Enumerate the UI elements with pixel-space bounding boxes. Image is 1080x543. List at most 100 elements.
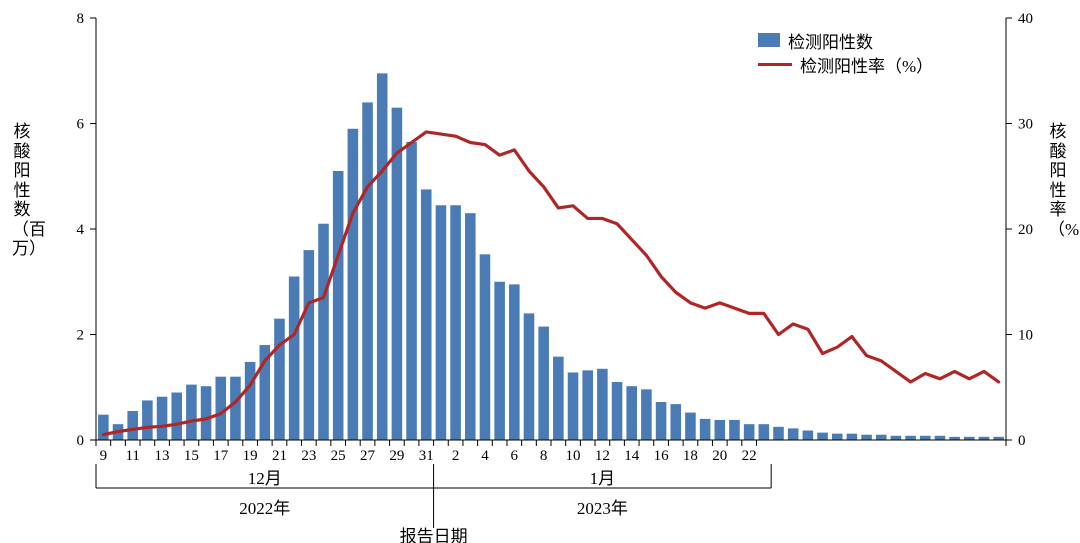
bar xyxy=(421,189,432,440)
bar xyxy=(803,431,814,440)
bar xyxy=(538,327,549,440)
x-tick: 4 xyxy=(481,448,489,464)
bar xyxy=(186,385,197,440)
bar xyxy=(406,142,417,440)
x-month-label: 12月 xyxy=(248,469,282,488)
x-tick: 19 xyxy=(243,448,258,464)
x-tick: 15 xyxy=(184,448,199,464)
x-axis-title: 报告日期 xyxy=(400,527,468,543)
x-tick: 2 xyxy=(452,448,460,464)
x-tick: 10 xyxy=(566,448,581,464)
bar xyxy=(729,420,740,440)
bar xyxy=(597,369,608,440)
bar xyxy=(773,427,784,440)
bar xyxy=(333,171,344,440)
bar xyxy=(832,434,843,440)
bar xyxy=(201,386,212,440)
bar xyxy=(700,419,711,440)
legend-item-line: 检测阳性率（%） xyxy=(758,52,933,76)
bar xyxy=(377,73,388,440)
bar xyxy=(817,433,828,440)
bar xyxy=(230,377,241,440)
bar xyxy=(436,205,447,440)
legend: 检测阳性数 检测阳性率（%） xyxy=(758,28,933,76)
bar xyxy=(715,420,726,440)
bar xyxy=(480,254,491,440)
x-tick: 31 xyxy=(419,448,434,464)
y-right-title: 核酸阳性率（%） xyxy=(1048,122,1068,239)
x-tick: 6 xyxy=(511,448,519,464)
bar xyxy=(847,434,858,440)
y-left-title: 核酸阳性数（百万） xyxy=(12,122,32,259)
y-left-tick: 4 xyxy=(77,222,85,238)
bar xyxy=(612,382,623,440)
bar xyxy=(861,435,872,440)
bar xyxy=(362,102,373,440)
legend-label-line: 检测阳性率（%） xyxy=(800,52,933,77)
bar xyxy=(524,313,535,440)
combo-chart: 0 2 4 6 8 0 10 20 30 40 9 11 13 15 17 19 21 23 25 27 29 31 2 4 6… xyxy=(0,0,1080,543)
x-tick: 23 xyxy=(301,448,316,464)
bar xyxy=(348,129,359,440)
x-tick: 13 xyxy=(155,448,170,464)
y-left-tick: 0 xyxy=(77,433,85,449)
x-tick: 20 xyxy=(712,448,727,464)
bar xyxy=(289,276,300,440)
x-tick: 25 xyxy=(331,448,346,464)
legend-swatch-bar xyxy=(758,33,780,47)
legend-item-bar: 检测阳性数 xyxy=(758,28,933,52)
bar xyxy=(215,377,226,440)
bar xyxy=(274,319,285,440)
y-left-tick: 8 xyxy=(77,11,85,27)
bar xyxy=(788,428,799,440)
x-tick: 27 xyxy=(360,448,376,464)
bar xyxy=(905,436,916,440)
x-tick: 11 xyxy=(125,448,139,464)
bar xyxy=(685,413,696,440)
bar xyxy=(876,435,887,440)
bar xyxy=(626,386,637,440)
x-tick: 9 xyxy=(100,448,108,464)
bar xyxy=(670,404,681,440)
x-month-label: 1月 xyxy=(590,469,616,488)
bar xyxy=(641,389,652,440)
y-left-tick: 2 xyxy=(77,328,85,344)
x-year-label: 2023年 xyxy=(577,499,628,518)
legend-swatch-line xyxy=(758,63,792,66)
x-tick: 16 xyxy=(654,448,670,464)
bar xyxy=(553,357,564,440)
x-tick: 18 xyxy=(683,448,698,464)
bar xyxy=(891,436,902,440)
x-tick: 21 xyxy=(272,448,287,464)
bar xyxy=(509,284,520,440)
bar xyxy=(127,411,138,440)
bar xyxy=(171,393,182,440)
y-right-tick: 10 xyxy=(1018,328,1033,344)
x-tick: 17 xyxy=(213,448,229,464)
bar xyxy=(450,205,461,440)
bar xyxy=(568,372,579,440)
bar xyxy=(318,224,329,440)
bar xyxy=(245,362,256,440)
x-tick: 22 xyxy=(742,448,757,464)
x-tick: 29 xyxy=(389,448,404,464)
bar xyxy=(157,397,168,440)
legend-label-bar: 检测阳性数 xyxy=(788,28,873,53)
bar xyxy=(304,250,315,440)
bar xyxy=(582,370,593,440)
y-right-tick: 30 xyxy=(1018,117,1033,133)
bar xyxy=(494,282,505,440)
y-left-tick: 6 xyxy=(77,117,85,133)
y-right-tick: 40 xyxy=(1018,11,1033,27)
bar xyxy=(656,402,667,440)
bar xyxy=(935,436,946,440)
y-right-tick: 0 xyxy=(1018,433,1026,449)
bar xyxy=(142,400,153,440)
y-right-tick: 20 xyxy=(1018,222,1033,238)
x-tick: 8 xyxy=(540,448,548,464)
bar xyxy=(465,213,476,440)
bar xyxy=(744,424,755,440)
x-tick: 14 xyxy=(624,448,640,464)
bar xyxy=(759,424,770,440)
x-tick: 12 xyxy=(595,448,610,464)
